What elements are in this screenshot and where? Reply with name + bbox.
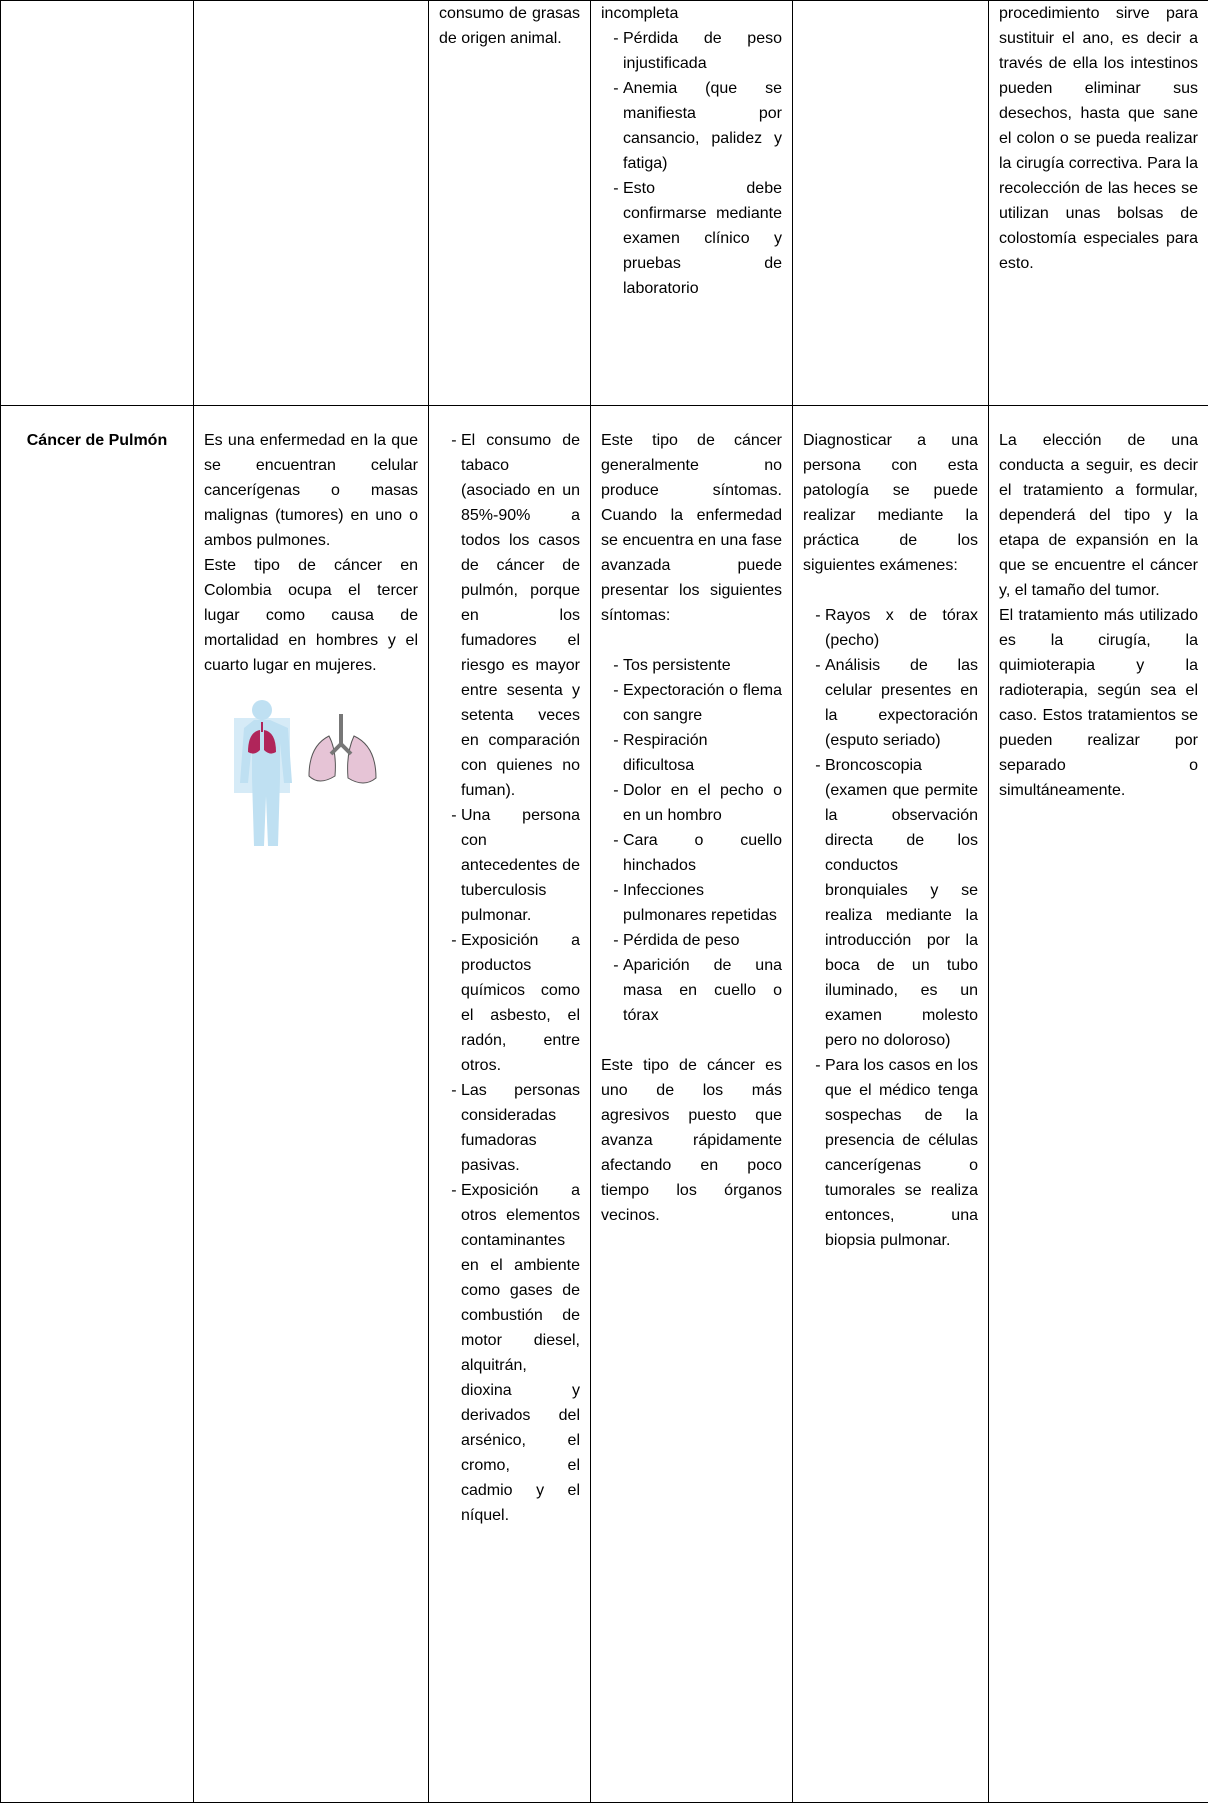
bullet-item: Exposición a productos químicos como el …	[461, 928, 580, 1078]
cell: El consumo de tabaco (asociado en un 85%…	[429, 406, 591, 1803]
bullet-item: Tos persistente	[623, 653, 782, 678]
cell: Cáncer de Pulmón	[1, 406, 194, 1803]
paragraph: Este tipo de cáncer generalmente no prod…	[601, 428, 782, 628]
bullet-item: Rayos x de tórax (pecho)	[825, 603, 978, 653]
cell-content: Es una enfermedad en la que se encuentra…	[204, 428, 418, 678]
paragraph: incompleta	[601, 1, 782, 26]
lung-illustration	[204, 696, 404, 846]
cell: Es una enfermedad en la que se encuentra…	[194, 406, 429, 1803]
bullet-item: Respiración dificultosa	[623, 728, 782, 778]
paragraph: El tratamiento más utilizado es la cirug…	[999, 603, 1198, 803]
paragraph: Este tipo de cáncer es uno de los más ag…	[601, 1053, 782, 1228]
bullet-item: El consumo de tabaco (asociado en un 85%…	[461, 428, 580, 803]
bullet-item: Aparición de una masa en cuello o tórax	[623, 953, 782, 1028]
cell: Diagnosticar a una persona con esta pato…	[793, 406, 989, 1803]
bullet-item: Análisis de las celular presentes en la …	[825, 653, 978, 753]
illustrations	[204, 696, 418, 854]
bullet-item: Para los casos en los que el médico teng…	[825, 1053, 978, 1253]
bullet-item: Anemia (que se manifiesta por cansancio,…	[623, 76, 782, 176]
bullet-item: Las personas consideradas fumadoras pasi…	[461, 1078, 580, 1178]
paragraph: Diagnosticar a una persona con esta pato…	[803, 428, 978, 578]
cell: procedimiento sirve para sustituir el an…	[989, 1, 1208, 406]
bullet-item: Esto debe confirmarse mediante examen cl…	[623, 176, 782, 301]
paragraph: procedimiento sirve para sustituir el an…	[999, 1, 1198, 276]
paragraph: Este tipo de cáncer en Colombia ocupa el…	[204, 553, 418, 678]
cell	[194, 1, 429, 406]
bullet-list: Rayos x de tórax (pecho)Análisis de las …	[803, 603, 978, 1253]
row: consumo de grasas de origen animal. inco…	[1, 1, 1208, 406]
disease-name: Cáncer de Pulmón	[11, 428, 183, 453]
bullet-item: Dolor en el pecho o en un hombro	[623, 778, 782, 828]
bullet-item: Pérdida de peso injustificada	[623, 26, 782, 76]
bullet-item: Expectoración o flema con sangre	[623, 678, 782, 728]
bullet-list: Pérdida de peso injustificadaAnemia (que…	[601, 26, 782, 301]
paragraph: consumo de grasas de origen animal.	[439, 1, 580, 51]
bullet-item: Cara o cuello hinchados	[623, 828, 782, 878]
cell	[1, 1, 194, 406]
bullet-item: Exposición a otros elementos contaminant…	[461, 1178, 580, 1528]
cell: incompletaPérdida de peso injustificadaA…	[591, 1, 793, 406]
bullet-item: Una persona con antecedentes de tubercul…	[461, 803, 580, 928]
bullet-item: Infecciones pulmonares repetidas	[623, 878, 782, 928]
cell: Este tipo de cáncer generalmente no prod…	[591, 406, 793, 1803]
cell: La elección de una conducta a seguir, es…	[989, 406, 1208, 1803]
paragraph: La elección de una conducta a seguir, es…	[999, 428, 1198, 603]
bullet-list: El consumo de tabaco (asociado en un 85%…	[439, 428, 580, 1528]
bullet-list: Tos persistenteExpectoración o flema con…	[601, 653, 782, 1028]
bullet-item: Broncoscopia (examen que permite la obse…	[825, 753, 978, 1053]
row: Cáncer de Pulmón Es una enfermedad en la…	[1, 406, 1208, 1803]
cell	[793, 1, 989, 406]
bullet-item: Pérdida de peso	[623, 928, 782, 953]
paragraph: Es una enfermedad en la que se encuentra…	[204, 428, 418, 553]
cell: consumo de grasas de origen animal.	[429, 1, 591, 406]
